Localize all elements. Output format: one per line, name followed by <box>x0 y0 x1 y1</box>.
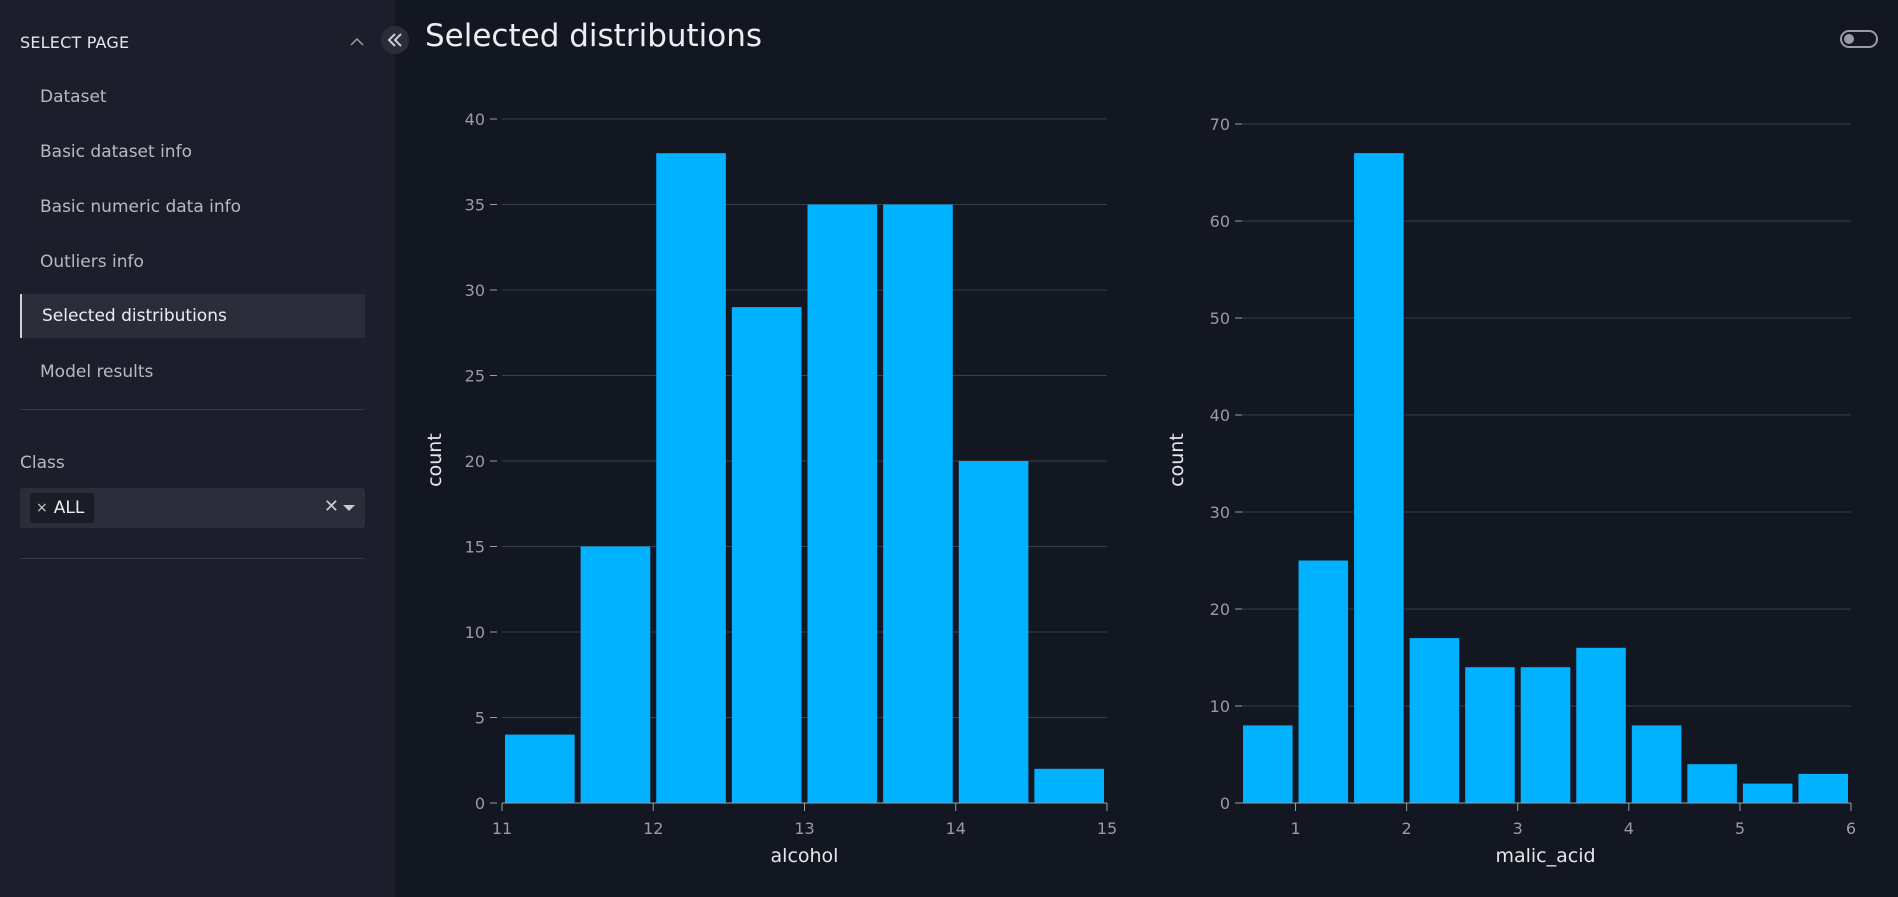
x-tick-label: 5 <box>1735 819 1745 838</box>
bar-malic_acid-6[interactable] <box>1576 648 1626 803</box>
bar-malic_acid-5[interactable] <box>1521 667 1571 803</box>
y-axis-title: count <box>424 433 446 487</box>
x-tick-label: 4 <box>1624 819 1634 838</box>
y-tick-label: 10 <box>1210 697 1230 716</box>
x-tick-label: 3 <box>1513 819 1523 838</box>
bar-alcohol-3[interactable] <box>732 307 802 803</box>
x-tick-label: 12 <box>643 819 663 838</box>
x-axis-title: malic_acid <box>1495 845 1595 867</box>
bar-malic_acid-4[interactable] <box>1465 667 1515 803</box>
x-tick-label: 13 <box>794 819 814 838</box>
bar-alcohol-7[interactable] <box>1034 769 1104 803</box>
chart-malic_acid: 0 10 20 30 40 50 60 70 1 2 3 4 5 6 malic_acid count <box>1166 115 1856 867</box>
y-tick-label: 0 <box>475 794 485 813</box>
y-tick-label: 5 <box>475 709 485 728</box>
bar-malic_acid-3[interactable] <box>1410 638 1460 803</box>
y-axis-title: count <box>1166 433 1188 487</box>
x-tick-label: 14 <box>946 819 966 838</box>
bar-malic_acid-2[interactable] <box>1354 153 1404 803</box>
y-tick-label: 20 <box>1210 600 1230 619</box>
bar-malic_acid-1[interactable] <box>1299 561 1349 804</box>
bar-alcohol-6[interactable] <box>959 461 1029 803</box>
bar-malic_acid-0[interactable] <box>1243 725 1293 803</box>
y-tick-label: 10 <box>465 623 485 642</box>
y-tick-label: 15 <box>465 538 485 557</box>
bar-malic_acid-10[interactable] <box>1798 774 1848 803</box>
y-tick-label: 50 <box>1210 309 1230 328</box>
bar-malic_acid-9[interactable] <box>1743 784 1793 803</box>
y-tick-label: 40 <box>465 110 485 129</box>
y-tick-label: 60 <box>1210 212 1230 231</box>
y-tick-label: 20 <box>465 452 485 471</box>
chart-alcohol: 0 5 10 15 20 25 30 35 40 11 12 13 14 15 alcohol count <box>424 110 1117 867</box>
bar-alcohol-2[interactable] <box>656 153 726 803</box>
bar-alcohol-0[interactable] <box>505 735 575 803</box>
x-tick-label: 6 <box>1846 819 1856 838</box>
bar-malic_acid-7[interactable] <box>1632 725 1682 803</box>
y-tick-label: 30 <box>465 281 485 300</box>
y-tick-label: 25 <box>465 367 485 386</box>
y-tick-label: 0 <box>1220 794 1230 813</box>
x-tick-label: 11 <box>492 819 512 838</box>
x-axis-title: alcohol <box>771 845 839 867</box>
bar-alcohol-4[interactable] <box>808 205 878 804</box>
x-tick-label: 15 <box>1097 819 1117 838</box>
y-tick-label: 35 <box>465 196 485 215</box>
x-tick-label: 2 <box>1402 819 1412 838</box>
bar-malic_acid-8[interactable] <box>1687 764 1737 803</box>
y-tick-label: 30 <box>1210 503 1230 522</box>
y-tick-label: 40 <box>1210 406 1230 425</box>
bar-alcohol-1[interactable] <box>581 547 651 804</box>
bar-alcohol-5[interactable] <box>883 205 953 804</box>
x-tick-label: 1 <box>1290 819 1300 838</box>
y-tick-label: 70 <box>1210 115 1230 134</box>
